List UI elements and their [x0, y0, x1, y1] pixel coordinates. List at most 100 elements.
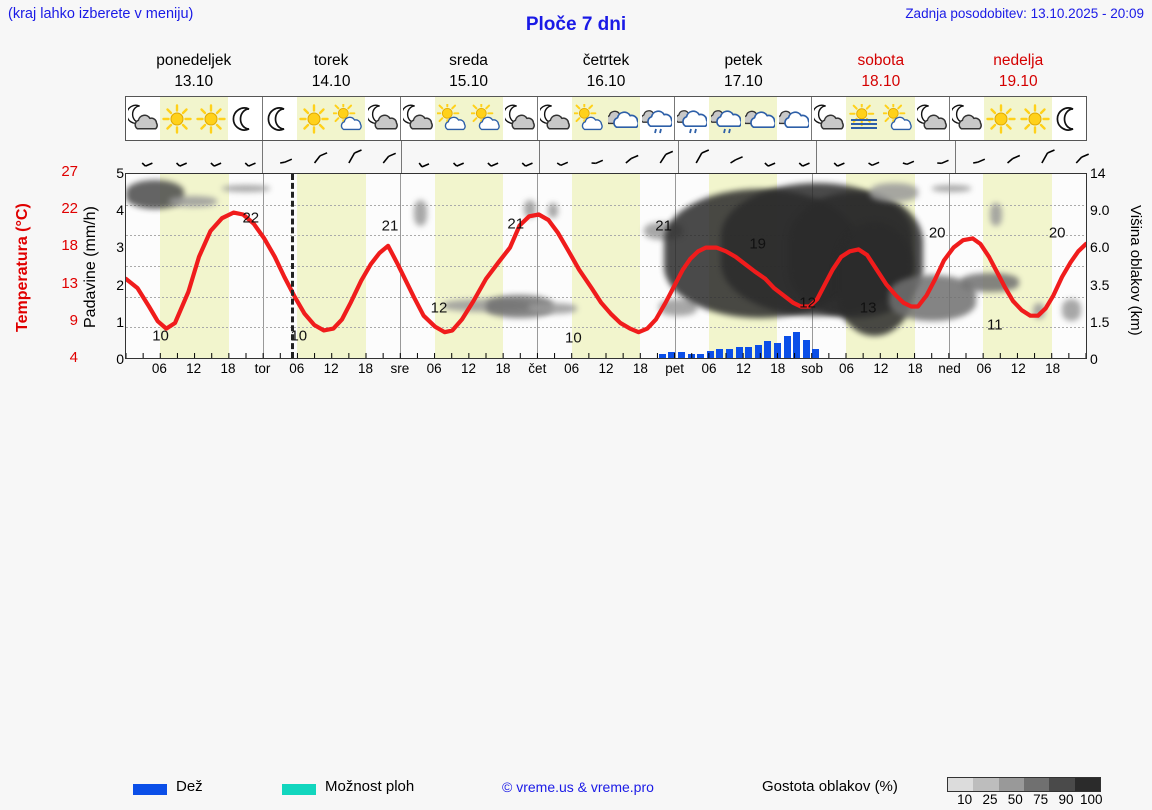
density-swatch-2 — [999, 778, 1024, 791]
showers-color-swatch — [282, 784, 316, 795]
day-date: 15.10 — [400, 71, 537, 92]
hour-label-8: 06 — [427, 361, 442, 376]
moon-icon — [263, 97, 297, 140]
precipitation-tick-4: 1 — [116, 314, 124, 330]
day-name: sobota — [812, 50, 949, 71]
cloud-drizzle-icon — [640, 97, 674, 140]
moon-cloud-icon — [950, 97, 984, 140]
hour-label-7: sre — [390, 361, 409, 376]
hour-label-13: 12 — [598, 361, 613, 376]
wind-day-cell-3 — [539, 141, 677, 173]
sun-icon — [194, 97, 228, 140]
moon-icon — [228, 97, 262, 140]
legend: Dež Možnost ploh © vreme.us & vreme.pro … — [0, 388, 1152, 428]
precipitation-tick-1: 4 — [116, 202, 124, 218]
temperature-tick-4: 9 — [70, 312, 78, 329]
density-tick-4: 90 — [1058, 792, 1073, 807]
day-date: 16.10 — [537, 71, 674, 92]
x-axis-ticks — [126, 174, 1086, 358]
moon-cloud-icon — [503, 97, 537, 140]
day-date: 13.10 — [125, 71, 262, 92]
moon-cloud-icon — [401, 97, 435, 140]
moon-cloud-icon — [538, 97, 572, 140]
sun-icon — [1018, 97, 1052, 140]
precipitation-tick-3: 2 — [116, 277, 124, 293]
hour-label-3: tor — [255, 361, 271, 376]
cloud-icon — [743, 97, 777, 140]
hour-label-4: 06 — [289, 361, 304, 376]
moon-cloud-icon — [915, 97, 949, 140]
precipitation-tick-0: 5 — [116, 165, 124, 181]
hour-label-20: 06 — [839, 361, 854, 376]
density-swatch-4 — [1049, 778, 1074, 791]
cloud-density-legend-title: Gostota oblakov (%) — [762, 778, 898, 795]
moon-cloud-icon — [365, 97, 399, 140]
moon-cloud-icon — [812, 97, 846, 140]
temperature-tick-0: 27 — [61, 163, 78, 180]
precipitation-tick-2: 3 — [116, 239, 124, 255]
day-date: 17.10 — [675, 71, 812, 92]
density-swatch-3 — [1024, 778, 1049, 791]
sun-cloud-icon — [435, 97, 469, 140]
hour-label-26: 18 — [1045, 361, 1060, 376]
day-date: 19.10 — [950, 71, 1087, 92]
cloud-drizzle-icon — [675, 97, 709, 140]
hour-label-25: 12 — [1011, 361, 1026, 376]
cloud-height-tick-5: 0 — [1090, 351, 1098, 367]
hour-label-21: 12 — [873, 361, 888, 376]
sun-icon — [984, 97, 1018, 140]
wind-day-cell-2 — [401, 141, 539, 173]
hour-label-12: 06 — [564, 361, 579, 376]
hour-label-14: 18 — [633, 361, 648, 376]
density-tick-5: 100 — [1080, 792, 1103, 807]
density-tick-0: 10 — [957, 792, 972, 807]
temperature-axis-title: Temperatura (°C) — [14, 175, 40, 360]
hour-label-5: 12 — [324, 361, 339, 376]
hour-label-22: 18 — [908, 361, 923, 376]
wind-day-cell-4 — [678, 141, 816, 173]
icon-day-cell-5 — [811, 97, 948, 140]
icon-day-cell-0 — [126, 97, 262, 140]
day-date: 18.10 — [812, 71, 949, 92]
day-date: 14.10 — [262, 71, 399, 92]
density-tick-2: 50 — [1008, 792, 1023, 807]
hour-label-19: sob — [801, 361, 823, 376]
hour-label-18: 18 — [770, 361, 785, 376]
temperature-tick-5: 4 — [70, 349, 78, 366]
density-tick-3: 75 — [1033, 792, 1048, 807]
cloud-height-tick-2: 6.0 — [1090, 239, 1109, 255]
precipitation-tick-5: 0 — [116, 351, 124, 367]
copyright-text: © vreme.us & vreme.pro — [502, 779, 654, 795]
temperature-tick-3: 13 — [61, 275, 78, 292]
cloud-density-color-bar — [947, 777, 1101, 792]
cloud-icon — [606, 97, 640, 140]
sun-cloud-icon — [881, 97, 915, 140]
wind-day-cell-6 — [955, 141, 1093, 173]
cloud-drizzle-icon — [709, 97, 743, 140]
density-swatch-1 — [973, 778, 998, 791]
hour-label-9: 12 — [461, 361, 476, 376]
cloud-height-tick-1: 9.0 — [1090, 202, 1109, 218]
temperature-tick-2: 18 — [61, 237, 78, 254]
icon-day-cell-4 — [674, 97, 811, 140]
weather-icons-row — [125, 96, 1087, 141]
sun-fog-icon — [846, 97, 880, 140]
cloud-icon — [777, 97, 811, 140]
sun-cloud-icon — [572, 97, 606, 140]
last-update-text: Zadnja posodobitev: 13.10.2025 - 20:09 — [905, 6, 1144, 21]
hour-label-10: 18 — [495, 361, 510, 376]
cloud-height-tick-0: 14 — [1090, 165, 1106, 181]
hour-label-1: 12 — [186, 361, 201, 376]
rain-color-swatch — [133, 784, 167, 795]
cloud-height-tick-3: 3.5 — [1090, 277, 1109, 293]
wind-day-cell-1 — [262, 141, 400, 173]
